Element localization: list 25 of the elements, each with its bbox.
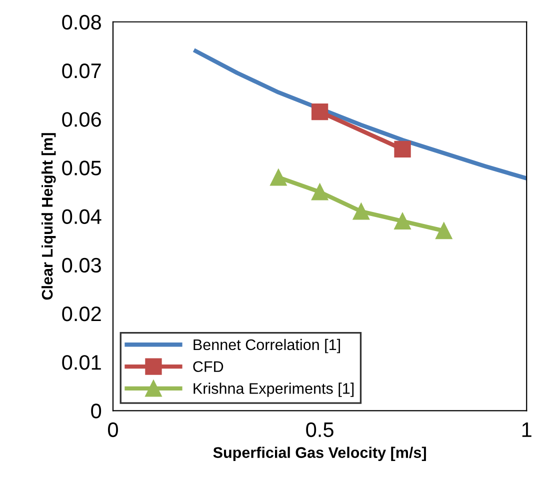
- y-tick-label: 0.06: [62, 112, 101, 127]
- y-tick-label: 0.02: [62, 306, 101, 322]
- y-tick-label: 0.01: [62, 355, 101, 370]
- legend-label: CFD: [193, 361, 224, 372]
- y-axis-title: Clear Liquid Height [m]: [41, 133, 56, 300]
- point: [436, 222, 452, 240]
- x-tick-label: 0: [108, 422, 118, 438]
- y-tick-label: 0: [91, 404, 102, 418]
- legend-label: Bennet Correlation [1]: [194, 338, 340, 354]
- point: [270, 169, 287, 186]
- line-series: [194, 48, 527, 180]
- point: [352, 203, 370, 220]
- x-tick-label: 1: [522, 422, 532, 437]
- x-tick-label: 0.5: [306, 422, 334, 438]
- y-tick-label: 0.08: [62, 14, 101, 30]
- point: [311, 103, 328, 120]
- y-tick-label: 0.04: [62, 209, 102, 224]
- point: [394, 212, 411, 230]
- y-tick-label: 0.05: [62, 160, 102, 176]
- point: [394, 140, 411, 158]
- point: [311, 184, 328, 200]
- y-tick-label: 0.03: [62, 258, 101, 273]
- y-tick-label: 0.07: [62, 63, 101, 78]
- legend-label: Krishna Experiments [1]: [194, 382, 354, 397]
- x-axis-title: Superficial Gas Velocity [m/s]: [213, 446, 426, 461]
